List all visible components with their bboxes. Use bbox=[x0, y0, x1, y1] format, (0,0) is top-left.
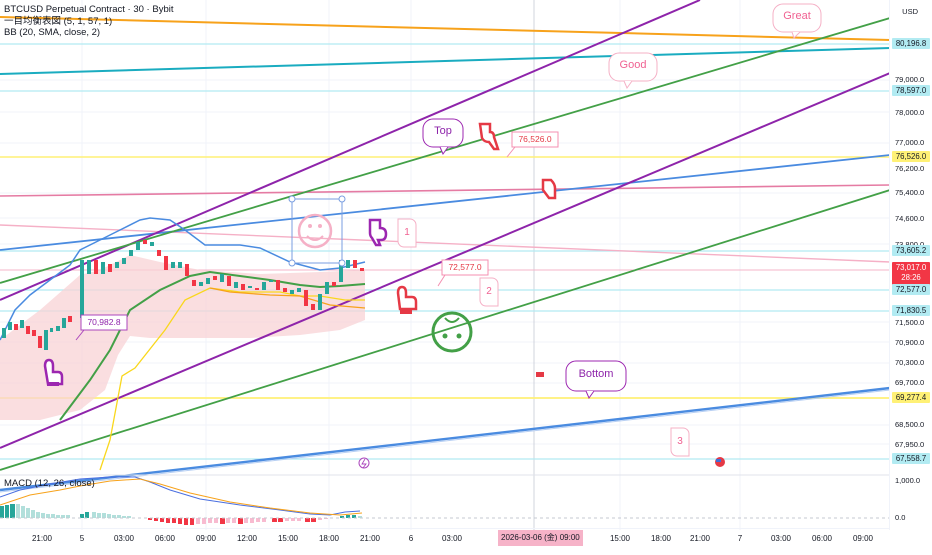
price-tick: 67,950.0 bbox=[895, 440, 925, 449]
price-badge-69277[interactable]: 69,277.4 bbox=[892, 392, 930, 403]
price-tick: 76,200.0 bbox=[895, 164, 925, 173]
price-badge-80196[interactable]: 80,196.8 bbox=[892, 38, 930, 49]
time-tick: 06:00 bbox=[154, 534, 176, 543]
trend-lines[interactable] bbox=[0, 0, 891, 493]
time-tick: 18:00 bbox=[318, 534, 340, 543]
callout-good-text: Good bbox=[619, 59, 647, 71]
time-tick: 03:00 bbox=[770, 534, 792, 543]
price-badge-67558[interactable]: 67,558.7 bbox=[892, 453, 930, 464]
price-note-72577[interactable] bbox=[437, 259, 489, 287]
price-tick: 75,400.0 bbox=[895, 188, 925, 197]
price-tick: 79,000.0 bbox=[895, 75, 925, 84]
time-tick: 06:00 bbox=[811, 534, 833, 543]
time-tick: 21:00 bbox=[359, 534, 381, 543]
event-flag-us-icon[interactable] bbox=[715, 457, 725, 467]
price-tick: 74,600.0 bbox=[895, 214, 925, 223]
time-axis[interactable] bbox=[0, 528, 890, 551]
candlesticks[interactable] bbox=[2, 240, 364, 350]
price-note-70982-text: 70,982.8 bbox=[87, 317, 121, 327]
time-tick: 18:00 bbox=[650, 534, 672, 543]
event-lightning-icon[interactable] bbox=[358, 457, 370, 469]
currency-label[interactable]: USD bbox=[902, 7, 918, 16]
price-tick: 71,500.0 bbox=[895, 318, 925, 327]
green-face-icon[interactable] bbox=[431, 311, 473, 353]
price-badge-71830[interactable]: 71,830.5 bbox=[892, 305, 930, 316]
price-badge-76526[interactable]: 76,526.0 bbox=[892, 151, 930, 162]
current-price-badge[interactable]: 73,017.0 28:26 bbox=[892, 262, 930, 285]
wave-1-label: 1 bbox=[404, 227, 410, 238]
time-tick: 03:00 bbox=[441, 534, 463, 543]
price-note-76526[interactable] bbox=[506, 131, 559, 158]
price-note-72577-text: 72,577.0 bbox=[448, 262, 482, 272]
price-badge-78597[interactable]: 78,597.0 bbox=[892, 85, 930, 96]
time-tick: 5 bbox=[79, 534, 85, 543]
callout-great-text: Great bbox=[783, 10, 811, 22]
horizontal-levels[interactable] bbox=[0, 43, 890, 460]
price-tick: 69,700.0 bbox=[895, 378, 925, 387]
crosshair-time-label: 2026-03-06 (金) 09:00 bbox=[498, 530, 583, 546]
wave-labels[interactable] bbox=[397, 218, 690, 457]
macd-line bbox=[0, 476, 361, 516]
macd-histogram bbox=[0, 504, 362, 525]
macd-tick: 1,000.0 bbox=[895, 476, 921, 485]
wave-3-label: 3 bbox=[677, 436, 683, 447]
price-badge-72577[interactable]: 72,577.0 bbox=[892, 284, 930, 295]
macd-signal-line bbox=[0, 478, 363, 516]
time-tick: 7 bbox=[737, 534, 743, 543]
smiley-drawing[interactable] bbox=[288, 195, 346, 267]
price-tick: 77,000.0 bbox=[895, 138, 925, 147]
wave-2-label: 2 bbox=[486, 286, 492, 297]
macd-legend[interactable]: MACD (12, 26, close) bbox=[4, 478, 95, 489]
callout-top-text: Top bbox=[434, 125, 452, 137]
price-tick: 68,500.0 bbox=[895, 420, 925, 429]
flag-marker[interactable] bbox=[536, 372, 544, 377]
symbol-title[interactable]: BTCUSD Perpetual Contract · 30 · Bybit bbox=[4, 4, 174, 15]
time-tick: 09:00 bbox=[852, 534, 874, 543]
time-tick: 15:00 bbox=[609, 534, 631, 543]
bar-countdown: 28:26 bbox=[901, 273, 921, 282]
callout-good[interactable] bbox=[608, 52, 658, 90]
callout-bottom-text: Bottom bbox=[578, 368, 614, 380]
time-tick: 15:00 bbox=[277, 534, 299, 543]
price-tick: 78,000.0 bbox=[895, 108, 925, 117]
callout-great[interactable] bbox=[772, 3, 822, 39]
macd-tick: 0.0 bbox=[895, 513, 906, 522]
price-tick: 70,300.0 bbox=[895, 358, 925, 367]
chart-legend: BTCUSD Perpetual Contract · 30 · Bybit 一… bbox=[4, 4, 173, 39]
price-note-70982[interactable] bbox=[75, 314, 128, 341]
current-price: 73,017.0 bbox=[895, 263, 927, 272]
time-tick: 09:00 bbox=[195, 534, 217, 543]
hand-pointer-icons[interactable] bbox=[43, 122, 557, 386]
price-note-76526-text: 76,526.0 bbox=[518, 134, 552, 144]
callout-top[interactable] bbox=[422, 118, 464, 156]
time-tick: 21:00 bbox=[689, 534, 711, 543]
ichimoku-legend[interactable]: 一目均衡表図 (5, 1, 57, 1) bbox=[4, 15, 113, 27]
time-tick: 12:00 bbox=[236, 534, 258, 543]
time-tick: 21:00 bbox=[31, 534, 53, 543]
price-tick: 73,800.0 bbox=[892, 240, 932, 249]
price-tick: 70,900.0 bbox=[895, 338, 925, 347]
time-tick: 6 bbox=[408, 534, 414, 543]
time-tick: 03:00 bbox=[113, 534, 135, 543]
callout-bottom[interactable] bbox=[565, 360, 627, 400]
price-badge-73605[interactable]: 73,605.2 bbox=[892, 245, 930, 256]
bollinger-legend[interactable]: BB (20, SMA, close, 2) bbox=[4, 27, 101, 38]
